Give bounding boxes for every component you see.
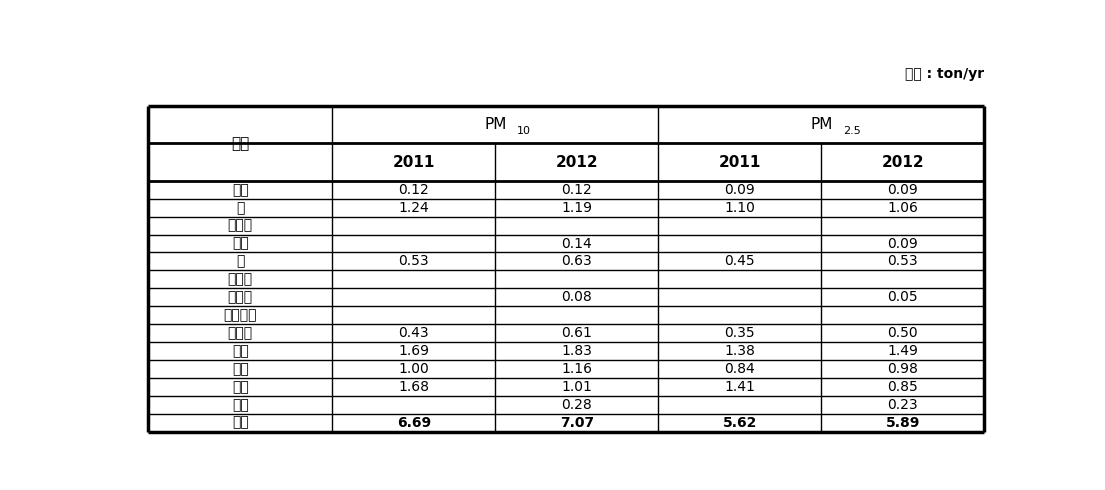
Text: 사과: 사과 (232, 183, 249, 197)
Text: 1.24: 1.24 (399, 201, 429, 215)
Text: 0.23: 0.23 (887, 398, 918, 412)
Text: PM: PM (810, 117, 832, 132)
Text: 1.01: 1.01 (561, 380, 592, 394)
Text: 1.00: 1.00 (399, 362, 429, 376)
Text: 단위 : ton/yr: 단위 : ton/yr (905, 68, 985, 81)
Text: 0.14: 0.14 (561, 237, 592, 250)
Text: 1.68: 1.68 (398, 380, 429, 394)
Text: PM: PM (484, 117, 506, 132)
Text: 0.53: 0.53 (399, 254, 429, 269)
Text: 0.12: 0.12 (561, 183, 592, 197)
Text: 콩: 콩 (236, 254, 244, 269)
Text: 맥주보리: 맥주보리 (223, 308, 257, 322)
Text: 5.89: 5.89 (885, 416, 920, 430)
Text: 1.41: 1.41 (724, 380, 755, 394)
Text: 2012: 2012 (556, 155, 598, 170)
Text: 복숙아: 복숙아 (228, 219, 253, 233)
Text: 1.38: 1.38 (724, 344, 755, 358)
Text: 0.63: 0.63 (561, 254, 592, 269)
Text: 고추: 고추 (232, 344, 249, 358)
Text: 0.35: 0.35 (725, 326, 755, 340)
Text: 0.09: 0.09 (887, 237, 918, 250)
Text: 1.06: 1.06 (887, 201, 918, 215)
Text: 1.69: 1.69 (398, 344, 429, 358)
Text: 5.62: 5.62 (723, 416, 757, 430)
Text: 0.12: 0.12 (399, 183, 429, 197)
Text: 포도: 포도 (232, 237, 249, 250)
Text: 0.09: 0.09 (887, 183, 918, 197)
Text: 0.45: 0.45 (725, 254, 755, 269)
Text: 1.83: 1.83 (561, 344, 592, 358)
Text: 0.85: 0.85 (887, 380, 918, 394)
Text: 0.53: 0.53 (887, 254, 918, 269)
Text: 0.98: 0.98 (887, 362, 918, 376)
Text: 들깨: 들깨 (232, 380, 249, 394)
Text: 0.05: 0.05 (887, 290, 918, 304)
Text: 1.49: 1.49 (887, 344, 918, 358)
Text: 0.50: 0.50 (887, 326, 918, 340)
Text: 1.16: 1.16 (561, 362, 592, 376)
Text: 땅콩: 땅콩 (232, 398, 249, 412)
Text: 1.19: 1.19 (561, 201, 592, 215)
Text: 0.61: 0.61 (561, 326, 592, 340)
Text: 10: 10 (517, 126, 530, 136)
Text: 배: 배 (236, 201, 244, 215)
Text: 2011: 2011 (392, 155, 435, 170)
Text: 0.28: 0.28 (561, 398, 592, 412)
Text: 0.09: 0.09 (725, 183, 755, 197)
Text: 0.43: 0.43 (399, 326, 429, 340)
Text: 2.5: 2.5 (843, 126, 861, 136)
Text: 옥수수: 옥수수 (228, 326, 253, 340)
Text: 합계: 합계 (232, 416, 249, 430)
Text: 0.08: 0.08 (561, 290, 592, 304)
Text: 참깨: 참깨 (232, 362, 249, 376)
Text: 6.69: 6.69 (397, 416, 431, 430)
Text: 0.84: 0.84 (725, 362, 755, 376)
Text: 7.07: 7.07 (560, 416, 593, 430)
Text: 1.10: 1.10 (724, 201, 755, 215)
Text: 쌍보리: 쌍보리 (228, 290, 253, 304)
Text: 2012: 2012 (882, 155, 924, 170)
Text: 2011: 2011 (718, 155, 761, 170)
Text: 구분: 구분 (231, 136, 250, 151)
Text: 겹보리: 겹보리 (228, 272, 253, 286)
